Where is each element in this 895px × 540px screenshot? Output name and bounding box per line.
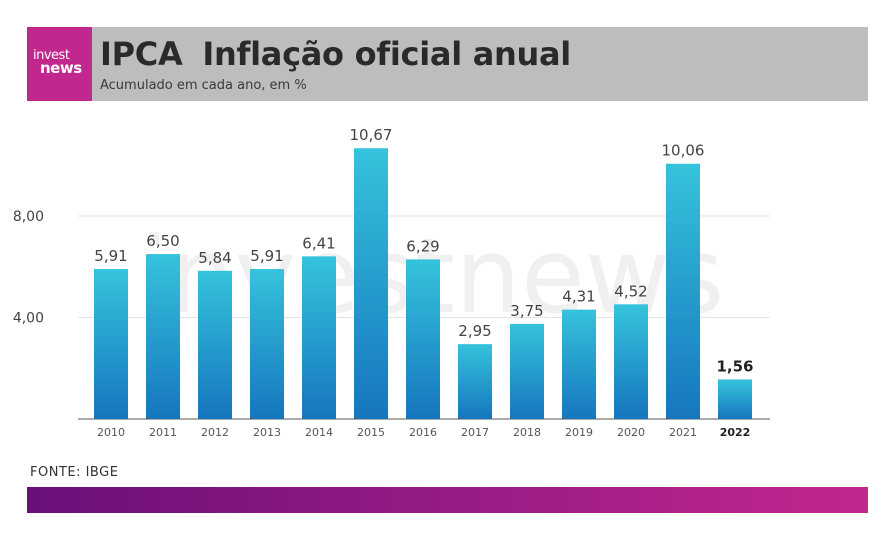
source-note: FONTE: IBGE — [30, 465, 119, 480]
x-tick-label-2020: 2020 — [617, 426, 645, 439]
bar-2018 — [510, 323, 544, 419]
chart-title: IPCA Inflação oficial anual — [100, 35, 571, 73]
bar-2019 — [562, 309, 596, 419]
x-tick-label-2019: 2019 — [565, 426, 593, 439]
data-label-2011: 6,50 — [146, 232, 179, 250]
bar-2015 — [354, 148, 388, 419]
data-label-2016: 6,29 — [406, 237, 439, 255]
data-label-2020: 4,52 — [614, 282, 647, 300]
bar-2012 — [198, 270, 232, 419]
data-label-2017: 2,95 — [458, 322, 491, 340]
logo-text-news: news — [40, 59, 82, 77]
x-tick-label-2018: 2018 — [513, 426, 541, 439]
data-label-2022: 1,56 — [716, 357, 753, 375]
bar-2021 — [666, 163, 700, 419]
data-label-2018: 3,75 — [510, 302, 543, 320]
x-tick-label-2017: 2017 — [461, 426, 489, 439]
y-tick-label: 8,00 — [13, 209, 44, 225]
bar-2011 — [146, 254, 180, 419]
x-tick-label-2022: 2022 — [720, 426, 751, 439]
x-tick-label-2011: 2011 — [149, 426, 177, 439]
brand-footer-bar — [27, 487, 868, 513]
x-tick-label-2015: 2015 — [357, 426, 385, 439]
data-label-2015: 10,67 — [350, 126, 393, 144]
bar-2017 — [458, 344, 492, 419]
data-label-2010: 5,91 — [94, 247, 127, 265]
title-rest: Inflação oficial anual — [202, 35, 571, 73]
bar-2016 — [406, 259, 440, 419]
chart-subtitle: Acumulado em cada ano, em % — [100, 78, 307, 93]
data-label-2012: 5,84 — [198, 249, 231, 267]
bar-2022 — [718, 379, 752, 419]
investnews-logo: invest news — [27, 27, 92, 101]
x-tick-label-2016: 2016 — [409, 426, 437, 439]
x-tick-label-2010: 2010 — [97, 426, 125, 439]
data-label-2014: 6,41 — [302, 234, 335, 252]
bar-2010 — [94, 269, 128, 419]
bar-2020 — [614, 304, 648, 419]
data-label-2019: 4,31 — [562, 288, 595, 306]
bar-2014 — [302, 256, 336, 419]
header-banner: invest news IPCA Inflação oficial anual A… — [27, 27, 868, 101]
x-tick-label-2012: 2012 — [201, 426, 229, 439]
data-label-2021: 10,06 — [662, 142, 705, 160]
x-tick-label-2021: 2021 — [669, 426, 697, 439]
title-main: IPCA — [100, 35, 183, 73]
y-tick-label: 4,00 — [13, 311, 44, 327]
x-tick-label-2013: 2013 — [253, 426, 281, 439]
bar-2013 — [250, 269, 284, 419]
data-label-2013: 5,91 — [250, 247, 283, 265]
logo-text-invest: invest — [33, 48, 70, 63]
x-tick-label-2014: 2014 — [305, 426, 333, 439]
